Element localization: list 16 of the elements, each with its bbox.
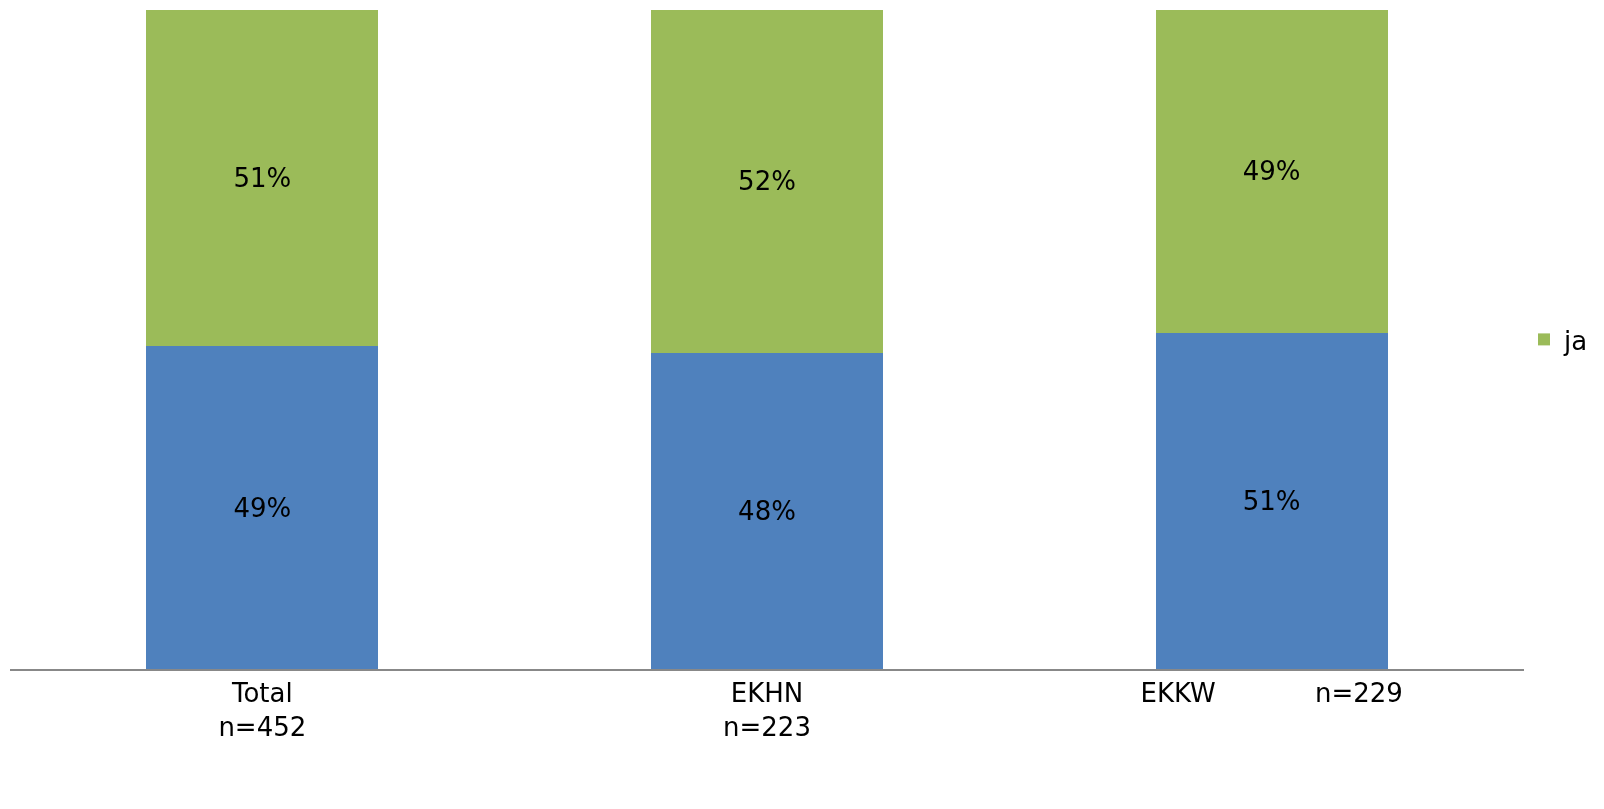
bar bbox=[650, 352, 884, 669]
x-tick-label: EKHN n=223 bbox=[723, 678, 811, 742]
bar bbox=[146, 10, 379, 347]
data-label: 49% bbox=[1242, 156, 1301, 187]
bar bbox=[146, 346, 379, 669]
data-label: 52% bbox=[738, 166, 796, 197]
x-tick-label: EKKW n=229 bbox=[1140, 678, 1403, 709]
data-label: 51% bbox=[233, 163, 292, 194]
data-label: 49% bbox=[233, 492, 292, 523]
x-tick-label: Total n=452 bbox=[218, 678, 307, 742]
bar bbox=[1155, 10, 1388, 333]
data-label: 48% bbox=[738, 495, 796, 526]
data-label: 51% bbox=[1242, 485, 1301, 516]
bar bbox=[1155, 332, 1388, 669]
bar bbox=[650, 10, 884, 353]
legend-label: ja bbox=[1563, 325, 1588, 356]
